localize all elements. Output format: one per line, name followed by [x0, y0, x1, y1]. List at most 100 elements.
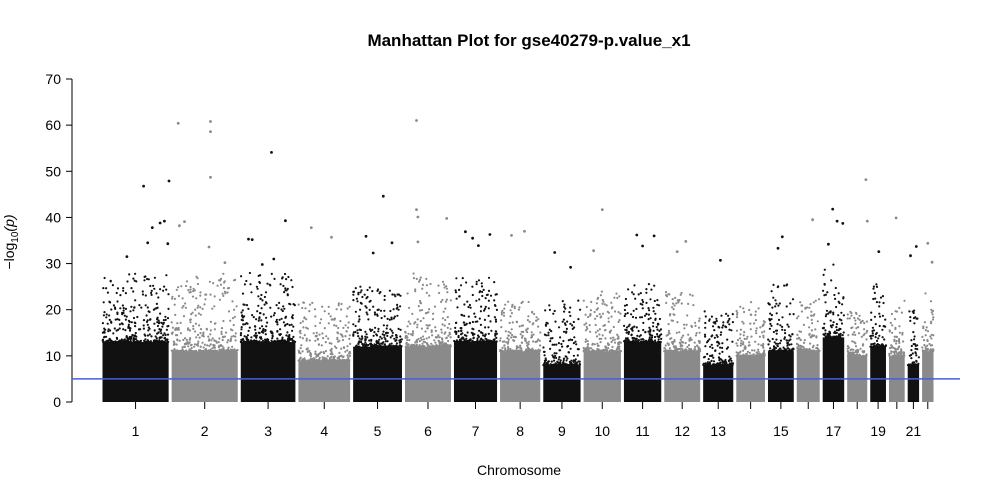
chromosome-7-point	[489, 320, 492, 323]
chromosome-4-point	[303, 334, 306, 337]
chromosome-4-point	[320, 351, 323, 354]
chromosome-8-point	[537, 325, 540, 328]
chromosome-11-point	[639, 316, 642, 319]
chromosome-9-point	[572, 320, 575, 324]
chromosome-14-point	[755, 351, 758, 354]
chromosome-16-point	[810, 335, 813, 338]
chromosome-3-point	[278, 301, 281, 304]
chromosome-2-point	[233, 315, 236, 318]
chromosome-11-point	[656, 328, 659, 331]
chromosome-9-point	[562, 339, 565, 343]
chromosome-12-point	[667, 350, 670, 353]
chromosome-1-point	[125, 315, 128, 318]
chromosome-3-point	[241, 292, 245, 295]
chromosome-1-point	[134, 337, 137, 341]
chromosome-4-point	[335, 324, 338, 327]
chromosome-6-point	[415, 339, 418, 342]
chromosome-1-point	[116, 311, 119, 314]
chromosome-20-point	[888, 329, 891, 332]
chromosome-10-point	[616, 333, 619, 336]
chromosome-1-point	[109, 338, 112, 342]
chromosome-3-point	[243, 323, 247, 326]
chromosome-14-point	[736, 311, 739, 314]
chromosome-20-point	[895, 348, 898, 351]
chromosome-10-point	[584, 329, 588, 332]
chromosome-8-point	[519, 333, 522, 336]
chromosome-6-point	[424, 330, 427, 333]
chromosome-15-point	[770, 350, 773, 353]
chromosome-11-point	[660, 337, 663, 340]
chromosome-21-point	[912, 331, 915, 334]
chromosome-2-point	[199, 345, 202, 348]
chromosome-10-point	[595, 349, 599, 352]
x-tick-label: 19	[870, 423, 886, 439]
chromosome-16-point	[809, 342, 812, 345]
chromosome-8-point	[537, 318, 540, 321]
chromosome-4-point	[348, 337, 351, 340]
chromosome-5-point	[387, 345, 390, 348]
chromosome-6-point	[441, 317, 444, 320]
chromosome-8-point	[522, 330, 525, 333]
chromosome-1-point	[132, 277, 135, 280]
chromosome-5-point	[357, 293, 360, 296]
chromosome-2-point	[214, 350, 218, 353]
chromosome-8-point	[527, 315, 530, 318]
chromosome-3-point	[257, 274, 260, 277]
chromosome-2-point	[218, 298, 221, 301]
chromosome-6-point	[446, 326, 449, 329]
chromosome-9-point	[571, 327, 574, 330]
chromosome-12-point	[671, 319, 675, 322]
chromosome-21-point	[915, 354, 918, 357]
chromosome-5-point	[374, 326, 377, 329]
chromosome-9-point	[544, 323, 548, 326]
chromosome-5-point	[366, 313, 369, 316]
chromosome-12-point	[680, 340, 683, 343]
chromosome-8-point	[537, 338, 540, 341]
chromosome-19-point	[881, 314, 885, 317]
chromosome-14-point	[735, 329, 739, 332]
chromosome-12-point	[686, 345, 689, 349]
chromosome-2-point	[208, 344, 211, 347]
chromosome-1-point	[119, 294, 122, 297]
chromosome-3-point	[239, 340, 242, 344]
chromosome-18-point	[848, 351, 852, 354]
chromosome-1-point	[155, 340, 158, 343]
chromosome-10-point	[595, 308, 598, 311]
chromosome-14-point	[735, 316, 739, 319]
chromosome-13-point	[728, 323, 731, 326]
chromosome-3-point	[271, 337, 274, 340]
chromosome-1-point	[130, 321, 133, 324]
chromosome-5-point	[372, 334, 375, 337]
chromosome-14-point	[762, 334, 765, 337]
chromosome-11-point	[653, 284, 656, 287]
chromosome-6-point	[434, 329, 437, 332]
chromosome-1-point	[116, 287, 120, 290]
chromosome-6-point	[405, 343, 409, 346]
chromosome-14-point	[743, 346, 746, 349]
chromosome-2-point	[191, 350, 194, 353]
chromosome-10-point	[602, 300, 605, 303]
chromosome-4-point	[341, 338, 345, 342]
chromosome-17-point	[824, 329, 827, 332]
chromosome-15-point	[775, 329, 779, 332]
chromosome-11-point	[655, 325, 658, 329]
chromosome-3-point	[245, 304, 249, 307]
chromosome-19-point	[870, 318, 873, 321]
chromosome-4-point	[297, 303, 300, 306]
chromosome-17-point	[828, 330, 831, 333]
chromosome-14-point	[736, 353, 739, 356]
chromosome-1-point	[124, 318, 127, 321]
chromosome-6-point	[447, 339, 450, 343]
chromosome-11-point	[625, 326, 629, 329]
chromosome-12-point	[680, 302, 683, 305]
chromosome-1-point	[112, 304, 115, 307]
chromosome-12-point	[678, 341, 682, 344]
chromosome-6-point	[412, 272, 415, 275]
chromosome-14-point	[754, 310, 757, 313]
chromosome-20-point	[898, 340, 901, 343]
chromosome-12-point	[693, 341, 696, 344]
chromosome-5-base-band	[353, 346, 402, 402]
chromosome-22-point	[930, 337, 933, 340]
chromosome-13-point	[710, 343, 713, 346]
chromosome-7-point	[457, 334, 460, 338]
